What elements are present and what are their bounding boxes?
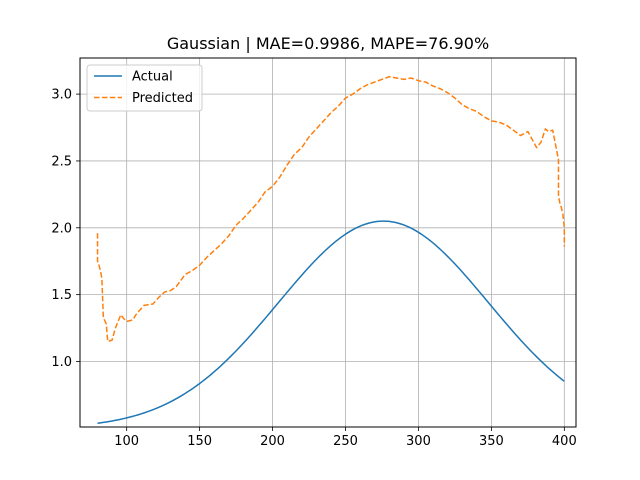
y-tick-label: 1.0 — [51, 355, 72, 370]
y-tick-label: 3.0 — [51, 88, 72, 103]
x-tick-label: 200 — [260, 434, 285, 449]
ticks-layer: 100 150 200 250 300 350 400 1.0 1.5 2.0 2.5 3.0 — [51, 88, 576, 449]
y-tick-label: 2.5 — [51, 154, 72, 169]
x-tick-label: 350 — [479, 434, 504, 449]
x-tick-label: 150 — [187, 434, 212, 449]
y-tick-label: 1.5 — [51, 288, 72, 303]
x-tick-label: 250 — [333, 434, 358, 449]
x-tick-label: 300 — [406, 434, 431, 449]
series-line-actual — [97, 220, 565, 424]
legend-label-predicted: Predicted — [132, 91, 193, 106]
legend: Actual Predicted — [86, 64, 203, 112]
x-tick-label: 400 — [552, 434, 577, 449]
series-line-predicted — [96, 75, 566, 343]
series-layer — [96, 75, 566, 424]
grid-layer — [80, 58, 576, 427]
plot-frame — [79, 57, 577, 428]
chart-title: Gaussian | MAE=0.9986, MAPE=76.90% — [167, 34, 489, 53]
y-tick-label: 2.0 — [51, 221, 72, 236]
legend-label-actual: Actual — [132, 70, 173, 85]
x-tick-label: 100 — [114, 434, 139, 449]
